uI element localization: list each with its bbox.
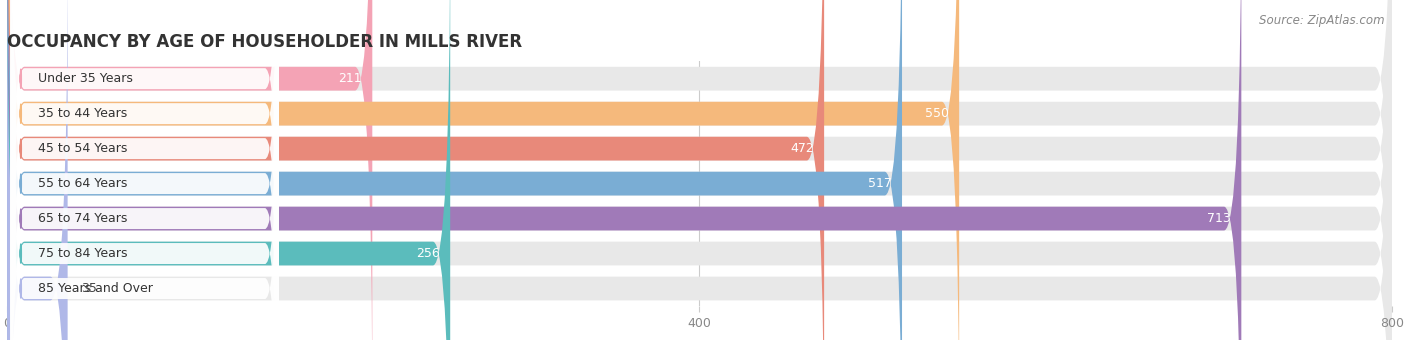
Text: 45 to 54 Years: 45 to 54 Years xyxy=(38,142,128,155)
FancyBboxPatch shape xyxy=(10,0,278,340)
FancyBboxPatch shape xyxy=(10,0,278,340)
FancyBboxPatch shape xyxy=(7,0,1392,340)
Text: 65 to 74 Years: 65 to 74 Years xyxy=(38,212,128,225)
Text: 35: 35 xyxy=(82,282,97,295)
Text: Under 35 Years: Under 35 Years xyxy=(38,72,134,85)
FancyBboxPatch shape xyxy=(7,0,67,340)
Text: 55 to 64 Years: 55 to 64 Years xyxy=(38,177,128,190)
FancyBboxPatch shape xyxy=(7,0,824,340)
Text: Source: ZipAtlas.com: Source: ZipAtlas.com xyxy=(1260,14,1385,27)
FancyBboxPatch shape xyxy=(10,19,278,340)
FancyBboxPatch shape xyxy=(7,0,1392,340)
Text: 713: 713 xyxy=(1208,212,1230,225)
FancyBboxPatch shape xyxy=(7,0,1392,340)
Text: 85 Years and Over: 85 Years and Over xyxy=(38,282,153,295)
Text: 256: 256 xyxy=(416,247,440,260)
FancyBboxPatch shape xyxy=(7,0,1392,340)
FancyBboxPatch shape xyxy=(10,0,278,340)
FancyBboxPatch shape xyxy=(7,0,1241,340)
Text: 75 to 84 Years: 75 to 84 Years xyxy=(38,247,128,260)
FancyBboxPatch shape xyxy=(7,0,959,340)
Text: 517: 517 xyxy=(868,177,891,190)
Text: 550: 550 xyxy=(925,107,949,120)
Text: OCCUPANCY BY AGE OF HOUSEHOLDER IN MILLS RIVER: OCCUPANCY BY AGE OF HOUSEHOLDER IN MILLS… xyxy=(7,33,522,51)
FancyBboxPatch shape xyxy=(7,0,903,340)
Text: 472: 472 xyxy=(790,142,814,155)
FancyBboxPatch shape xyxy=(7,0,373,340)
FancyBboxPatch shape xyxy=(7,0,450,340)
Text: 35 to 44 Years: 35 to 44 Years xyxy=(38,107,128,120)
FancyBboxPatch shape xyxy=(7,0,1392,340)
FancyBboxPatch shape xyxy=(10,0,278,340)
FancyBboxPatch shape xyxy=(7,0,1392,340)
FancyBboxPatch shape xyxy=(7,0,1392,340)
Text: 211: 211 xyxy=(339,72,361,85)
FancyBboxPatch shape xyxy=(10,0,278,340)
FancyBboxPatch shape xyxy=(10,0,278,340)
